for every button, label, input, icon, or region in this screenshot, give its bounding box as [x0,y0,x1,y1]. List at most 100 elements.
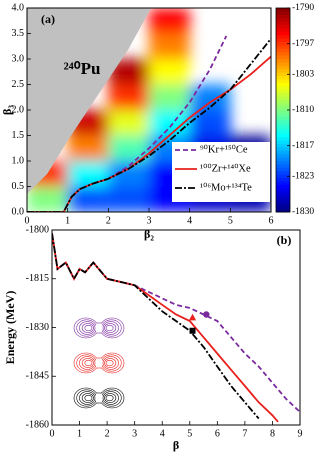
colorbar-strip [276,188,290,193]
colorbar-strip [276,103,290,108]
y-tick-label: 3.5 [12,28,25,39]
colorbar-strip [276,127,290,131]
colorbar-strip [276,130,290,135]
colorbar-strip [276,45,290,50]
colorbar-strip [276,89,290,94]
colorbar-strip [276,48,290,53]
colorbar-strip [276,150,290,155]
fission-path [52,233,300,413]
heat-cell [149,33,190,59]
colorbar-tick-label: -1823 [292,171,314,181]
y-tick-label: 2.0 [12,104,25,115]
colorbar-strip [276,31,290,36]
x-tick-label: 6 [269,215,274,226]
shape-contour [81,393,94,403]
colorbar-strip [276,86,290,91]
colorbar-strip [276,18,290,23]
colorbar-strip [276,171,290,176]
x-tick-label: 1 [77,428,82,439]
fission-path [52,233,260,420]
heat-cell [108,84,149,110]
colorbar-strip [276,116,290,121]
shape-contour [84,324,93,332]
colorbar-strip [276,79,290,84]
heat-cell [67,186,109,212]
x-tick-label: 3 [132,428,137,439]
x-tick-label: 2 [105,428,110,439]
colorbar-tick-label: -1790 [292,3,314,13]
x-tick-label: 1 [65,215,70,226]
shape-contour [79,321,96,335]
colorbar-strip [276,25,290,29]
x-tick-label: 5 [187,428,192,439]
colorbar-strip [276,178,290,182]
colorbar-strip [276,65,290,70]
shape-contour [104,323,117,333]
x-tick-label: 7 [242,428,247,439]
colorbar-strip [276,69,290,74]
panel-label: (a) [41,12,55,26]
colorbar-strip [276,106,290,111]
shape-neck [96,393,102,403]
y-tick-label: 4.0 [12,2,25,13]
colorbar-strip [276,82,290,87]
colorbar-strip [276,35,290,40]
x-tick-label: 4 [187,215,192,226]
colorbar-tick-label: -1803 [292,69,314,79]
lines [52,233,300,423]
x-tick-label: 5 [228,215,233,226]
colorbar-strip [276,38,290,43]
colorbar-strip [276,140,290,145]
colorbar-strip [276,113,290,118]
x-tick-label: 2 [106,215,111,226]
x-tick-label: 3 [147,215,152,226]
colorbar-strip [276,208,290,213]
shape-contour [84,394,93,402]
colorbar-tick-label: -1810 [292,105,314,115]
shape-contour [105,359,114,367]
shape-contour [102,356,119,370]
shape-contour [105,324,114,332]
shape-contour [105,394,114,402]
colorbar-strip [276,76,290,80]
undefined-region [27,8,152,195]
y-tick-label: -1845 [26,371,49,382]
heat-cell [189,110,231,136]
legend-box [172,142,270,202]
x-tick-label: 9 [298,428,303,439]
y-tick-label: 0.5 [12,181,25,192]
colorbar-strip [276,191,290,196]
shape-contour [79,391,96,405]
colorbar-strip [276,201,290,206]
colorbar-strip [276,93,290,97]
y-tick-label: -1815 [26,273,49,284]
colorbar-strip [276,55,290,60]
legend-label: ¹⁰⁶Mo+¹³⁴Te [200,181,252,193]
heat-cell [108,110,149,136]
shape-contour [99,352,125,374]
colorbar-strip [276,62,290,67]
nucleus-label: ²⁴⁰Pu [64,59,101,78]
colorbar-strip [276,144,290,148]
colorbar-strip [276,8,290,12]
heat-cell [189,84,231,110]
shape-contour [102,321,119,335]
heat-cell [108,186,149,212]
shape-contour [81,323,94,333]
colorbar-strip [276,123,290,128]
heat-cell [149,84,190,110]
colorbar-strip [276,147,290,152]
legend-label: ¹⁰⁰Zr+¹⁴⁰Xe [200,162,251,174]
shape-contour [104,393,117,403]
shape-contour [73,352,99,374]
colorbar-strip [276,184,290,189]
heat-cell [108,135,149,161]
shape-contour [73,317,99,339]
colorbar-tick-label: -1797 [292,39,314,49]
y-tick-label: 2.5 [12,79,25,90]
colorbar-strip [276,157,290,162]
y-tick-label: 1.0 [12,155,25,166]
y-tick-label: 1.5 [12,130,25,141]
colorbar-strip [276,137,290,142]
point-marker [189,327,196,334]
